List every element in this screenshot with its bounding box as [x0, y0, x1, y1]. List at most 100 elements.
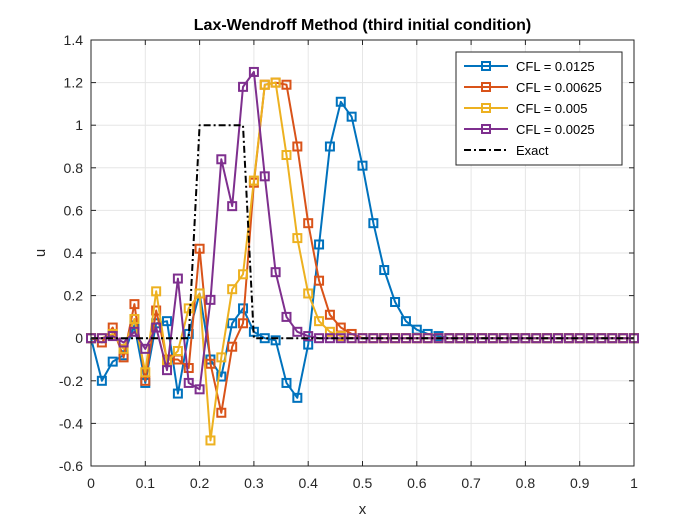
data-point [118, 343, 129, 354]
legend-item: CFL = 0.0025 [464, 122, 595, 137]
y-tick-label: 0.4 [64, 245, 84, 261]
y-tick-label: 0.6 [64, 202, 84, 218]
legend-marker [481, 103, 491, 113]
data-point [205, 358, 216, 369]
data-point [314, 316, 325, 327]
y-tick-label: 1 [75, 117, 83, 133]
data-point [172, 273, 183, 284]
legend-item: Exact [464, 143, 549, 158]
x-tick-label: 0.1 [136, 475, 156, 491]
x-tick-label: 0.7 [461, 475, 481, 491]
data-point [140, 343, 151, 354]
data-point [270, 335, 281, 346]
data-point [194, 243, 205, 254]
series-5 [91, 124, 634, 340]
data-point [281, 377, 292, 388]
data-point [303, 288, 314, 299]
data-point [270, 267, 281, 278]
data-point [314, 239, 325, 250]
data-point [400, 316, 411, 327]
data-point [172, 345, 183, 356]
data-point [324, 309, 335, 320]
data-point [259, 79, 270, 90]
x-tick-label: 0.3 [244, 475, 264, 491]
data-point [216, 407, 227, 418]
data-point [172, 388, 183, 399]
x-axis-label: x [359, 501, 367, 518]
data-point [357, 160, 368, 171]
data-point [107, 331, 118, 342]
data-point [324, 326, 335, 337]
x-tick-label: 0.8 [516, 475, 536, 491]
data-point [107, 356, 118, 367]
data-point [379, 265, 390, 276]
data-point [96, 375, 107, 386]
data-point [194, 384, 205, 395]
data-point [129, 326, 140, 337]
data-point [194, 288, 205, 299]
data-point [183, 363, 194, 374]
x-tick-label: 0.6 [407, 475, 427, 491]
data-point [368, 218, 379, 229]
data-point [259, 171, 270, 182]
legend-item: CFL = 0.00625 [464, 80, 602, 95]
data-point [162, 365, 173, 376]
data-point [227, 284, 238, 295]
y-tick-label: 1.2 [64, 75, 84, 91]
data-point [227, 341, 238, 352]
data-point [151, 322, 162, 333]
data-point [346, 111, 357, 122]
data-point [216, 352, 227, 363]
data-point [238, 269, 249, 280]
data-point [314, 275, 325, 286]
data-point [390, 333, 401, 344]
legend-label: CFL = 0.0025 [516, 122, 595, 137]
data-point [183, 377, 194, 388]
data-point [227, 201, 238, 212]
data-point [205, 435, 216, 446]
data-point [248, 66, 259, 77]
data-point [335, 96, 346, 107]
legend-marker [481, 124, 491, 134]
data-point [162, 316, 173, 327]
data-point [292, 233, 303, 244]
ticks: 0 0.1 0.2 0.3 0.4 0.5 0.6 0.7 0.8 0.9 1 -0.6 -0.4 -0.… [59, 32, 638, 491]
data-point [292, 326, 303, 337]
data-point [281, 79, 292, 90]
data-point [509, 333, 520, 344]
data-point [238, 318, 249, 329]
data-point [205, 294, 216, 305]
x-tick-label: 1 [630, 475, 638, 491]
y-tick-label: -0.6 [59, 458, 83, 474]
y-tick-label: 0.2 [64, 288, 84, 304]
data-point [281, 311, 292, 322]
data-point [292, 392, 303, 403]
legend-marker [481, 61, 491, 71]
y-axis-label: u [32, 249, 49, 257]
y-tick-label: 1.4 [64, 32, 84, 48]
chart-title: Lax-Wendroff Method (third initial condi… [194, 17, 531, 34]
legend-item: CFL = 0.0125 [464, 59, 595, 74]
data-point [129, 299, 140, 310]
y-tick-label: 0 [75, 330, 83, 346]
data-point [216, 154, 227, 165]
x-tick-label: 0.4 [298, 475, 318, 491]
data-point [129, 314, 140, 325]
legend-label: CFL = 0.005 [516, 101, 587, 116]
legend-label: CFL = 0.00625 [516, 80, 602, 95]
data-point [248, 175, 259, 186]
data-point [151, 286, 162, 297]
legend-label: CFL = 0.0125 [516, 59, 595, 74]
data-point [303, 218, 314, 229]
y-tick-label: 0.8 [64, 160, 84, 176]
x-tick-label: 0 [87, 475, 95, 491]
data-point [303, 331, 314, 342]
series-layer [86, 66, 639, 446]
data-point [390, 296, 401, 307]
x-tick-label: 0.5 [353, 475, 373, 491]
data-point [140, 367, 151, 378]
data-point [324, 141, 335, 152]
x-tick-label: 0.2 [190, 475, 210, 491]
